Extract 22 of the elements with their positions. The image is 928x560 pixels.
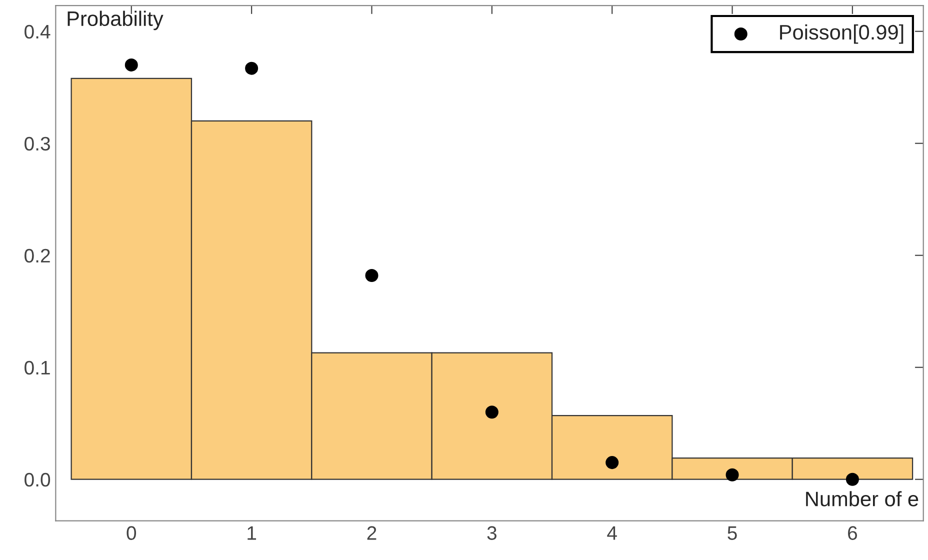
x-tick-label: 6: [848, 526, 858, 540]
point: [124, 58, 138, 72]
point: [726, 468, 739, 482]
x-tick-label: 1: [248, 526, 256, 540]
x-tick-label: 2: [367, 526, 376, 540]
point: [245, 62, 258, 75]
point: [485, 406, 498, 419]
x-tick-label: 5: [728, 526, 737, 540]
point: [846, 472, 859, 486]
y-tick-label: 0.4: [24, 24, 50, 39]
y-tick-label: 0.1: [24, 360, 50, 375]
y-axis-title: Probability: [68, 10, 164, 30]
y-tick-label: 0.0: [24, 472, 50, 487]
x-tick-label: 4: [607, 526, 617, 540]
x-tick-label: 0: [126, 526, 136, 540]
x-axis-title: Number of e: [806, 491, 918, 506]
point: [365, 269, 378, 282]
point: [606, 456, 619, 470]
legend-label: Poisson[0.99]: [780, 24, 904, 44]
x-tick-label: 3: [487, 526, 496, 540]
y-tick-label: 0.3: [24, 136, 50, 151]
y-tick-label: 0.2: [24, 248, 50, 263]
